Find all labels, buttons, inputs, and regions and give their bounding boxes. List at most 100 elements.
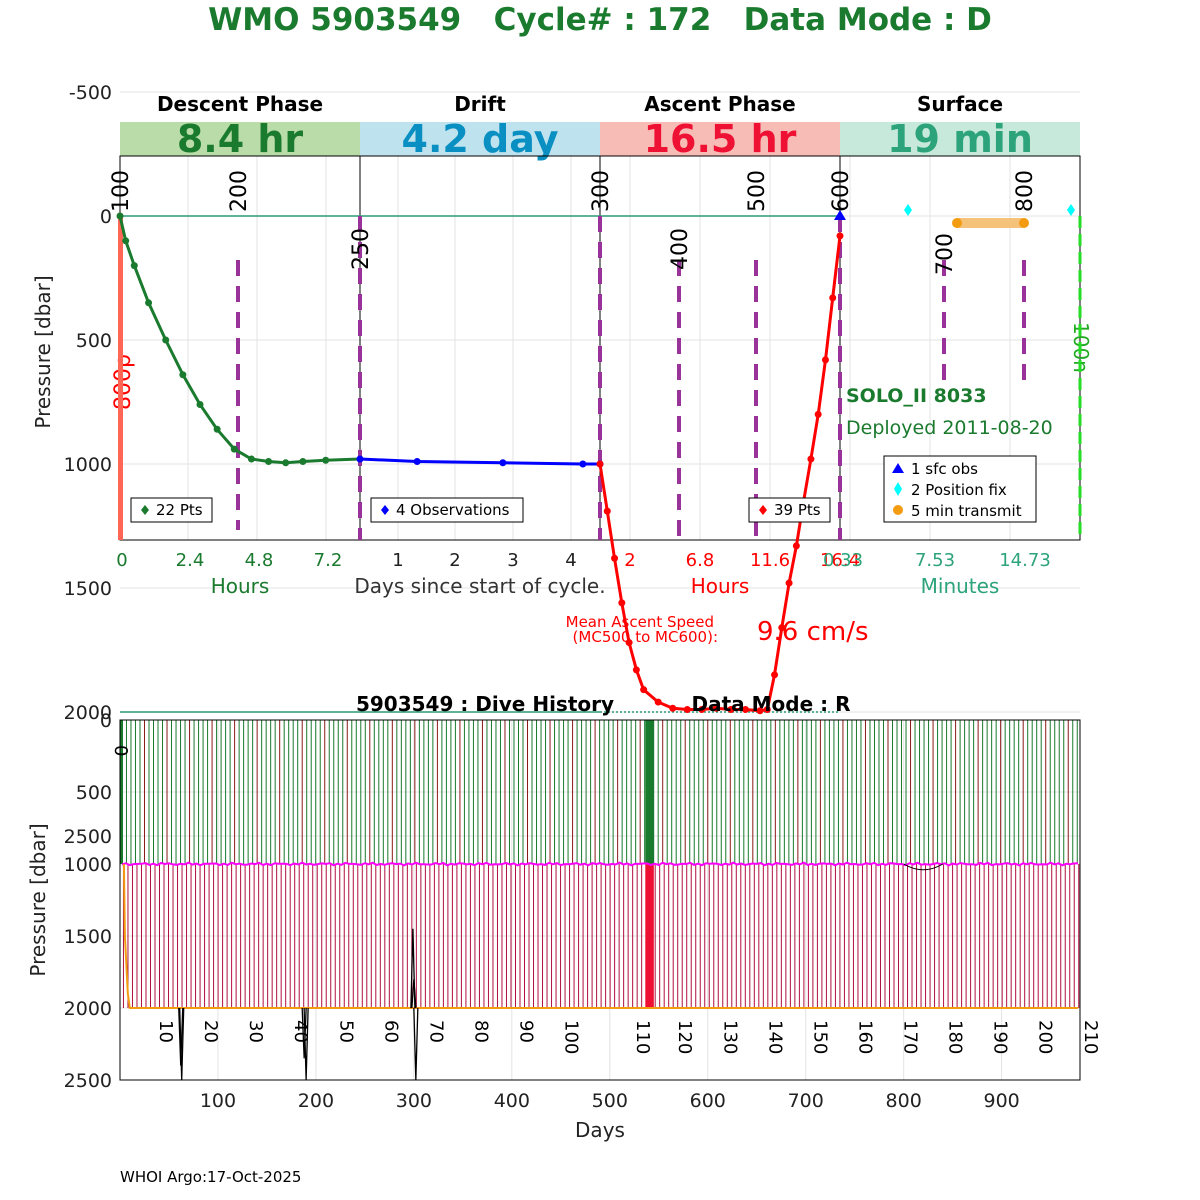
- dive-history-mode: Data Mode : R: [692, 692, 851, 716]
- dive-lines-lower: [122, 864, 1080, 1008]
- descent-point: [247, 455, 255, 463]
- cycle-number-label: 200: [1035, 1020, 1056, 1054]
- y-tick-label: 500: [76, 330, 112, 352]
- park-dip: [903, 863, 944, 871]
- cycle-number-label: 180: [945, 1020, 966, 1054]
- x-tick-drift: 2: [449, 550, 460, 571]
- x-axis-label: Days: [575, 1118, 625, 1142]
- bottom-frame: [119, 719, 1081, 1081]
- ascent-point: [778, 624, 786, 632]
- x-tick-ascent: 2: [624, 550, 635, 571]
- mission-marker-label: 800: [1013, 170, 1038, 212]
- ascent-point: [640, 686, 648, 694]
- cycle-number-label: 10: [155, 1020, 176, 1043]
- start-bar: [120, 720, 123, 864]
- cycle-number-label: 210: [1080, 1020, 1101, 1054]
- legend-text: 39 Pts: [774, 501, 821, 519]
- x-tick-label: 100: [200, 1090, 236, 1112]
- ascent-point: [836, 232, 844, 240]
- ascent-point: [625, 639, 633, 647]
- x-label-ascent: Hours: [691, 574, 750, 598]
- x-tick-descent: 0: [116, 550, 127, 571]
- ascent-point: [771, 671, 779, 679]
- cycle-number-label: 100: [561, 1020, 582, 1054]
- cycle-number-label: 60: [380, 1020, 401, 1043]
- x-tick-drift: 4: [565, 550, 576, 571]
- cycle-number-label: 20: [200, 1020, 221, 1043]
- ascent-speed-label: (MC500 to MC600):: [573, 628, 718, 646]
- legend-marker: [892, 463, 904, 473]
- profile-pressure-line: [122, 863, 1079, 1009]
- surface-obs-marker: [834, 210, 846, 220]
- y-tick-label: 1000: [64, 854, 112, 876]
- y-axis-label: Pressure [dbar]: [26, 823, 50, 976]
- legend-marker: [381, 505, 389, 515]
- ascent-speed-label: Mean Ascent Speed: [566, 613, 714, 631]
- mission-marker-label: 500: [745, 170, 770, 212]
- x-tick-ascent: 6.8: [686, 550, 715, 571]
- descent-point: [230, 445, 238, 453]
- y-tick-label: 500: [76, 782, 112, 804]
- y-tick-label: 1500: [64, 578, 112, 600]
- legend-text: 22 Pts: [156, 501, 203, 519]
- dive-history-title: 5903549 : Dive History: [356, 692, 614, 716]
- dive-lines-upper: [121, 720, 1078, 864]
- phase-band: [600, 122, 840, 156]
- phase-title: Drift: [454, 92, 506, 116]
- x-label-drift: Days since start of cycle.: [354, 574, 605, 598]
- drift-point: [413, 458, 421, 466]
- y-axis-label: Pressure [dbar]: [31, 275, 55, 428]
- descent-point: [145, 299, 153, 307]
- cycle-number-label: 50: [335, 1020, 356, 1043]
- x-tick-descent: 7.2: [314, 550, 343, 571]
- cycle-number-label: 120: [674, 1020, 695, 1054]
- ascent-point: [814, 410, 822, 418]
- mission-marker-label: 600: [829, 170, 854, 212]
- legend-text: 2 Position fix: [911, 481, 1007, 499]
- page-title: WMO 5903549 Cycle# : 172 Data Mode : D: [208, 2, 992, 38]
- park-pressure-trace: [121, 861, 1078, 867]
- footer-credit: WHOI Argo:17-Oct-2025: [120, 1168, 301, 1186]
- x-label-descent: Hours: [211, 574, 270, 598]
- legend-drift: 4 Observations: [370, 497, 524, 523]
- park-bar-800p: [118, 216, 123, 540]
- ascent-point: [727, 706, 735, 714]
- legend-marker: [759, 505, 767, 515]
- x-tick-label: 500: [592, 1090, 628, 1112]
- phase-duration: 8.4 hr: [177, 117, 304, 161]
- y-tick-label: 1500: [64, 926, 112, 948]
- x-tick-ascent: 16.4: [820, 550, 860, 571]
- grounding-spike: [411, 979, 417, 1009]
- phase-title: Descent Phase: [157, 92, 323, 116]
- x-tick-surface: 7.53: [915, 550, 955, 571]
- x-tick-descent: 2.4: [176, 550, 205, 571]
- ascent-point: [603, 507, 611, 515]
- legend-surface: 1 sfc obs 2 Position fix 5 min transmit: [883, 455, 1037, 523]
- ascent-point: [712, 704, 720, 712]
- mission-marker-label: 400: [668, 228, 693, 270]
- y-tick-label: 2000: [64, 702, 112, 724]
- y-tick-label: 0: [100, 206, 112, 228]
- y-tick-label: 1000: [64, 454, 112, 476]
- cycle-number-label: 80: [470, 1020, 491, 1043]
- drift-point: [499, 459, 507, 467]
- drift-line: [359, 457, 600, 466]
- ascent-point: [756, 707, 764, 715]
- phase-duration: 16.5 hr: [644, 117, 797, 161]
- x-tick-label: 400: [494, 1090, 530, 1112]
- descent-point: [299, 458, 307, 466]
- x-tick-drift: 3: [507, 550, 518, 571]
- descent-point: [196, 400, 204, 408]
- ascent-point: [807, 455, 815, 463]
- phase-duration: 4.2 day: [402, 117, 559, 161]
- grounding-spike: [301, 1007, 307, 1059]
- ascent-point: [829, 294, 837, 302]
- phase-title: Ascent Phase: [644, 92, 795, 116]
- legend-ascent: 39 Pts: [748, 497, 831, 523]
- y-tick-label: 0: [100, 710, 112, 732]
- y-tick-label: 2500: [64, 826, 112, 848]
- mission-marker-label: 700: [933, 233, 958, 275]
- x-tick-label: 900: [983, 1090, 1019, 1112]
